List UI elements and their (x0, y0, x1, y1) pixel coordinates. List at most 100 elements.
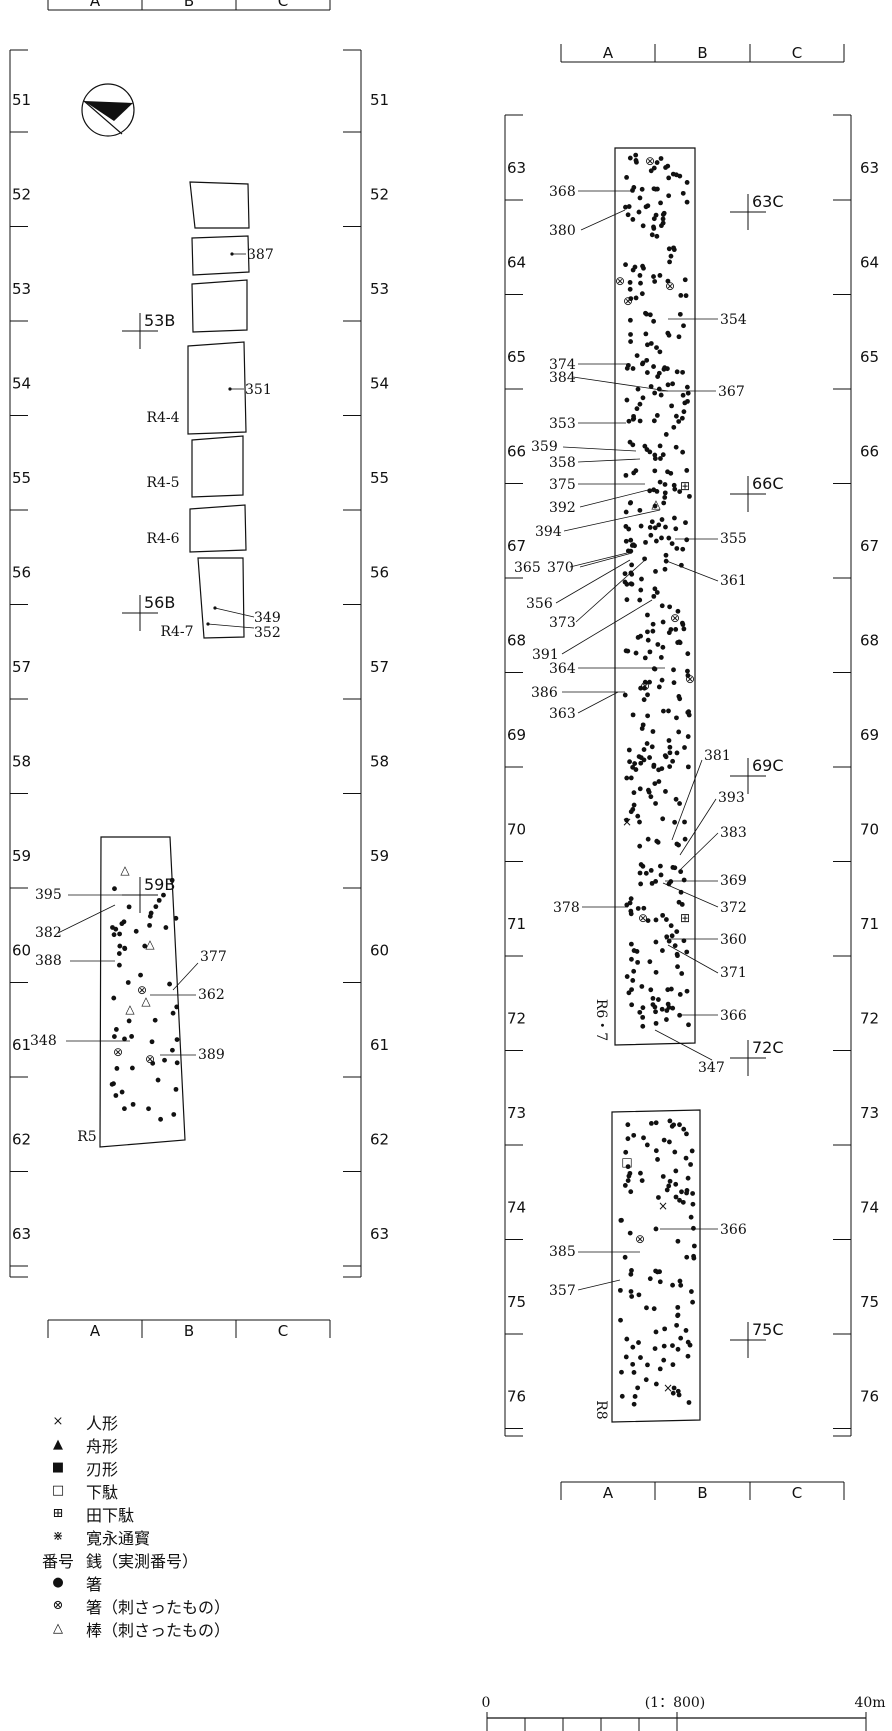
chopstick-dot (637, 597, 643, 603)
chopstick-dot (639, 984, 645, 989)
chopstick-dot (657, 863, 663, 869)
chopstick-dot (111, 1034, 117, 1039)
row-label: 57 (370, 658, 389, 676)
chopstick-dot (652, 781, 658, 786)
chopstick-dot (691, 1243, 697, 1249)
find-number: 358 (549, 455, 576, 471)
row-label: 61 (370, 1036, 389, 1054)
row-label: 58 (370, 753, 389, 771)
chopstick-dot (648, 168, 654, 174)
chopstick-dot (171, 1112, 177, 1117)
chopstick-dot (652, 525, 658, 531)
chopstick-dot (152, 1017, 158, 1023)
row-label: 63 (12, 1225, 31, 1243)
chopstick-dot (683, 1155, 689, 1161)
chopstick-dot (648, 341, 654, 346)
trench-label: R4-7 (160, 624, 193, 640)
chopstick-dot (635, 1385, 641, 1391)
chopstick-dot (647, 959, 653, 965)
right-grid-panel: A B C A B C 63 63 64 64 65 65 66 66 67 67 68 68 69 69 70 70 71… (504, 44, 879, 1502)
chopstick-dot (628, 537, 634, 543)
chopstick-dot (631, 470, 637, 476)
find-number: 393 (718, 790, 745, 806)
chopstick-dot (681, 626, 687, 632)
chopstick-dot (675, 1388, 681, 1394)
scale-start: 0 (482, 1695, 491, 1711)
chopstick-dot (629, 562, 635, 568)
chopstick-dot (680, 449, 686, 455)
legend-label: 田下駄 (86, 1505, 135, 1525)
find-number: 385 (549, 1244, 576, 1260)
chopstick-dot (671, 1122, 677, 1128)
chopstick-dot (622, 692, 628, 698)
chopstick-dot (629, 987, 634, 993)
chopstick-dot (119, 1089, 125, 1095)
chopstick-dot (676, 694, 682, 699)
chopstick-dot (651, 274, 656, 279)
chopstick-dot (674, 929, 680, 934)
find-number: 364 (549, 661, 576, 677)
chopstick-dot (662, 365, 668, 371)
chopstick-dot (170, 1010, 176, 1016)
row-label: 53 (370, 280, 389, 298)
chopstick-dot (630, 1361, 636, 1367)
chopstick-dot (658, 200, 663, 206)
chopstick-dot (652, 586, 658, 592)
chopstick-dot (638, 523, 644, 529)
chopstick-dot (125, 980, 131, 985)
legend-item: × 人形 (30, 1410, 230, 1433)
chopstick-dot (640, 395, 646, 401)
chopstick-dot (624, 817, 630, 823)
chopstick-dot (662, 495, 668, 500)
find-number: 389 (198, 1047, 225, 1063)
chopstick-dot (658, 872, 664, 878)
chopstick-dot (684, 468, 690, 473)
chopstick-dot (684, 180, 690, 185)
row-label: 54 (370, 375, 389, 393)
chopstick-dot (638, 1170, 643, 1176)
chopstick-dot (628, 332, 633, 337)
column-label: C (278, 1322, 288, 1340)
chopstick-dot (637, 273, 643, 278)
filled-square-icon: ■ (51, 1460, 65, 1475)
chopstick-dot (630, 1344, 636, 1350)
chopstick-dot (663, 165, 668, 170)
chopstick-dot (663, 552, 669, 558)
chopstick-dot (637, 786, 643, 792)
chopstick-dot (629, 1294, 635, 1299)
chopstick-dot (642, 556, 647, 562)
find-number: 365 (514, 560, 541, 576)
chopstick-dot (658, 456, 663, 461)
row-label: 69 (507, 726, 526, 744)
chopstick-dot (646, 789, 652, 795)
chopstick-dot (641, 905, 647, 911)
legend-label: 刃形 (86, 1459, 119, 1479)
section-marker-label: 66C (752, 474, 784, 493)
chopstick-dot (623, 538, 629, 544)
chopstick-dot (638, 760, 644, 766)
chopstick-dot (651, 364, 656, 369)
chopstick-dot (661, 210, 667, 216)
chopstick-dot (657, 273, 663, 278)
chopstick-dot (113, 1093, 119, 1098)
chopstick-dot (672, 819, 678, 825)
row-label: 61 (12, 1036, 31, 1054)
chopstick-dot (635, 813, 641, 819)
chopstick-dot (651, 216, 657, 222)
chopstick-dot (666, 193, 672, 199)
chopstick-dot (685, 764, 691, 770)
chopstick-dot (651, 318, 657, 324)
find-number: 382 (35, 925, 62, 941)
section-marker: 53B (122, 311, 175, 349)
chopstick-dot (645, 629, 650, 635)
trench-label: R4-4 (146, 410, 179, 426)
legend-number-label: 番号 (41, 1551, 74, 1571)
trench-outline (191, 279, 248, 333)
chopstick-dot (640, 1014, 646, 1020)
find-number: 371 (720, 965, 747, 981)
chopstick-dot (685, 668, 690, 674)
chopstick-dot (657, 1279, 663, 1285)
chopstick-dot (645, 836, 651, 842)
chopstick-dot (677, 801, 682, 806)
chopstick-dot (653, 917, 659, 923)
